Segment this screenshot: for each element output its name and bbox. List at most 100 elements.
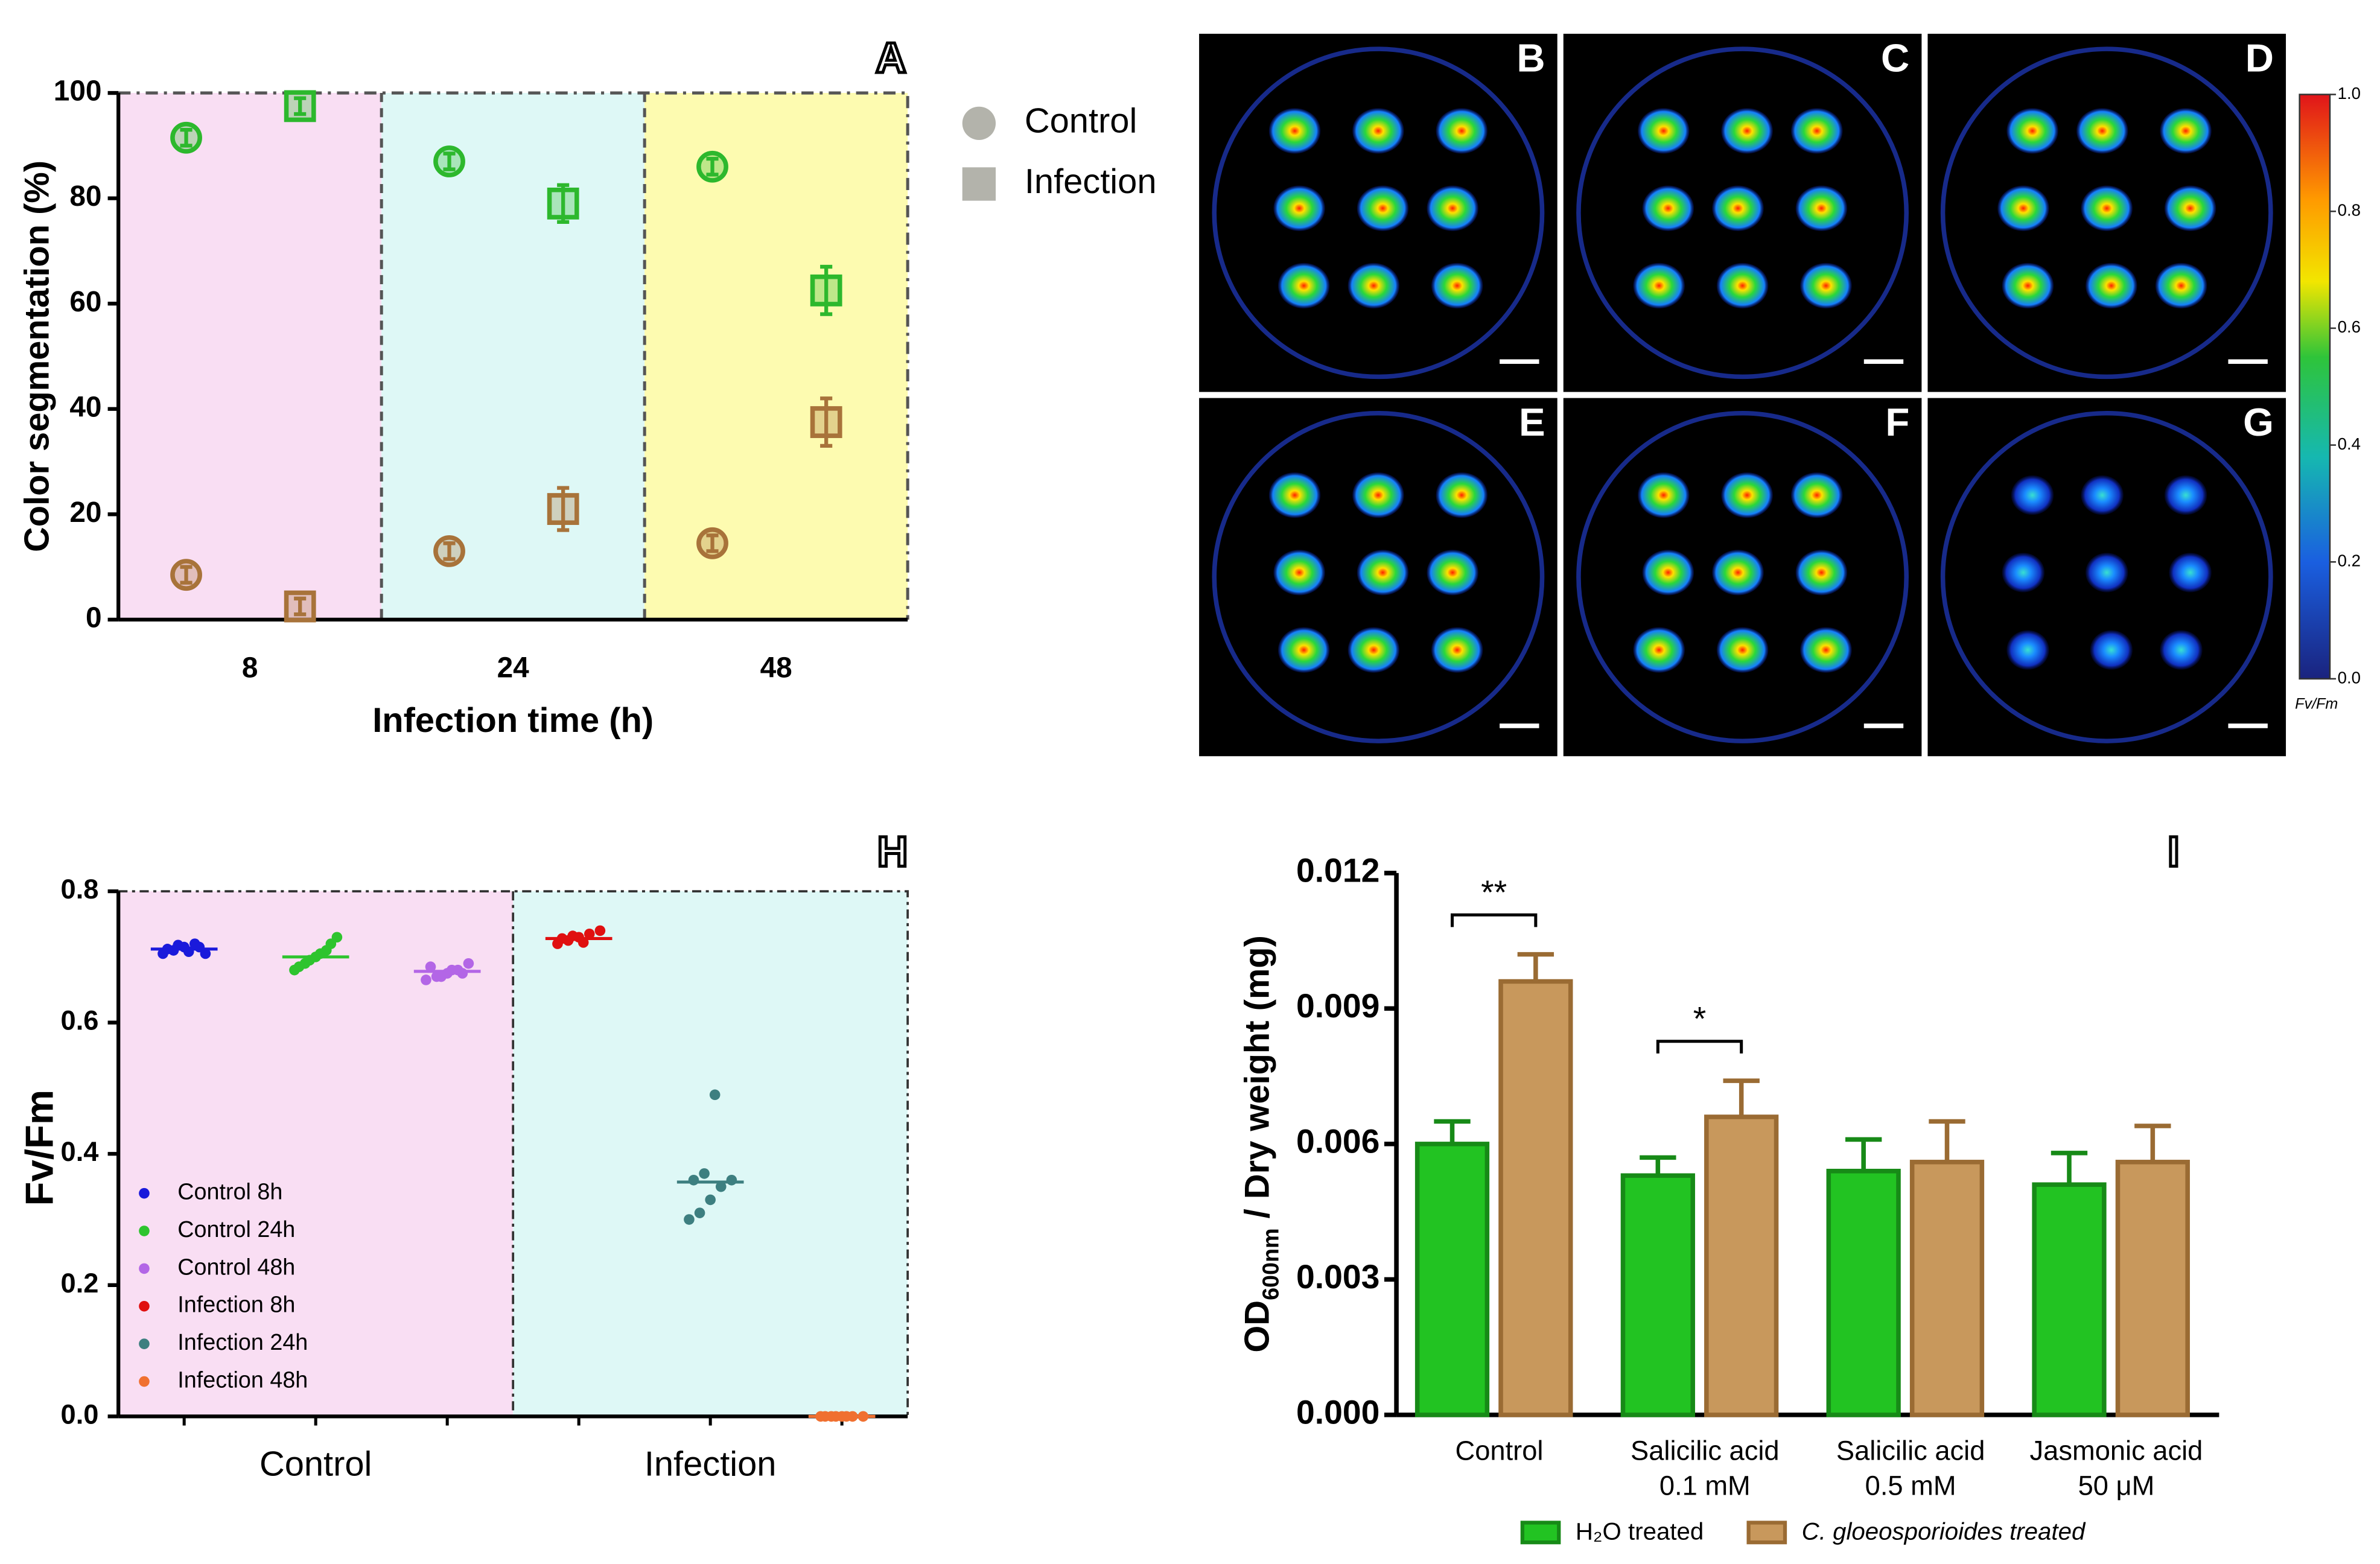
error-bar [557, 183, 570, 224]
error-bar [706, 157, 719, 177]
leaf-disc [1721, 472, 1773, 518]
leaf-disc [2164, 475, 2207, 515]
error-bar [820, 264, 833, 316]
y-tick-label: 0.000 [1296, 1393, 1379, 1431]
x-tick-label: 50 μM [2078, 1470, 2155, 1501]
y-tick-label: 0 [86, 602, 102, 634]
leaf-disc [2081, 185, 2133, 231]
leaf-disc [1436, 108, 1488, 154]
leaf-disc [2160, 108, 2212, 154]
leaf-disc [2090, 630, 2133, 670]
point [325, 938, 337, 949]
y-tick-label: 0.012 [1296, 852, 1379, 889]
legend-marker [139, 1263, 150, 1274]
y-tick-label: 0.4 [61, 1136, 99, 1167]
panel-letter: E [1519, 400, 1545, 444]
bar [1704, 1114, 1779, 1417]
point [463, 958, 474, 969]
bar [1909, 1160, 1985, 1417]
x-tick-label: Infection [644, 1445, 777, 1484]
point [594, 925, 606, 936]
error-bar [294, 596, 307, 617]
legend-marker [139, 1187, 150, 1199]
y-tick-label: 0.8 [61, 874, 99, 904]
error-bar [2051, 1151, 2088, 1185]
leaf-disc [1712, 550, 1764, 596]
x-tick-label: Salicilic acid [1836, 1435, 1985, 1466]
y-tick-label: 0.006 [1296, 1123, 1379, 1160]
legend-label: C. gloeosporioides treated [1802, 1518, 2086, 1545]
leaf-disc [1278, 262, 1330, 309]
point [699, 1168, 710, 1179]
leaf-disc [1431, 262, 1483, 309]
panel-letter: F [1885, 400, 1909, 444]
y-tick-label: 80 [69, 180, 101, 212]
significance-bracket [1451, 913, 1538, 927]
legend-label: Control [1025, 102, 1137, 141]
colorbar-tick-label: 0.0 [2338, 668, 2361, 687]
bar [1498, 979, 1573, 1417]
leaf-disc [1716, 627, 1769, 673]
panel-letter: A [876, 34, 906, 81]
y-axis-label: Color segmentation (%) [18, 161, 57, 552]
y-axis-label: Fv/Fm [18, 1090, 62, 1206]
leaf-disc [1716, 262, 1769, 309]
bar [2032, 1182, 2107, 1417]
leaf-disc [2076, 108, 2128, 154]
y-tick-label: 0.6 [61, 1005, 99, 1036]
colorbar-tick-label: 0.2 [2338, 552, 2361, 570]
x-tick-label: 0.1 mM [1659, 1470, 1751, 1501]
legend-label: Infection 48h [177, 1367, 308, 1393]
leaf-disc [1795, 185, 1848, 231]
point [425, 961, 436, 973]
leaf-disc [1642, 185, 1694, 231]
colorbar-tick-label: 0.8 [2338, 201, 2361, 220]
legend-label: Infection 8h [177, 1292, 295, 1317]
band [118, 93, 382, 620]
legend-label: Control 48h [177, 1254, 295, 1279]
error-bar [1723, 1078, 1760, 1117]
leaf-disc [1795, 550, 1848, 596]
leaf-disc [1800, 627, 1852, 673]
leaf-disc [1638, 472, 1690, 518]
leaf-disc [1436, 472, 1488, 518]
error-bar [180, 128, 192, 148]
point [436, 971, 447, 982]
leaf-disc [2086, 553, 2128, 593]
colorbar-tick-label: 0.4 [2338, 434, 2361, 453]
leaf-disc [1721, 108, 1773, 154]
legend-marker [962, 106, 996, 141]
leaf-disc [2086, 262, 2137, 309]
error-bar [1929, 1119, 1965, 1162]
point [688, 1174, 699, 1186]
point [293, 961, 305, 973]
y-axis-label-part: / Dry weight (mg) [1238, 935, 1277, 1228]
legend-marker [139, 1225, 150, 1236]
leaf-disc [1427, 550, 1478, 596]
error-bar [1434, 1119, 1471, 1144]
band [381, 93, 645, 620]
bar [1620, 1173, 1695, 1417]
leaf-disc [1268, 472, 1321, 518]
significance-label: ** [1481, 874, 1507, 911]
band [118, 891, 514, 1417]
leaf-disc [1642, 550, 1694, 596]
significance-label: * [1693, 1000, 1707, 1038]
y-tick-label: 0.2 [61, 1268, 99, 1299]
leaf-disc [1348, 262, 1400, 309]
x-tick-label: Salicilic acid [1631, 1435, 1780, 1466]
leaf-disc [1633, 627, 1685, 673]
x-tick-label: Control [259, 1445, 372, 1484]
legend-label: Infection 24h [177, 1329, 308, 1355]
colorbar-tick-label: 1.0 [2338, 84, 2361, 103]
error-bar [1640, 1155, 1676, 1176]
leaf-disc [2164, 185, 2216, 231]
point [457, 968, 468, 979]
legend-swatch [1746, 1521, 1787, 1545]
y-tick-label: 0.003 [1296, 1258, 1379, 1295]
bar [2115, 1160, 2190, 1417]
point [709, 1089, 721, 1101]
legend-marker [962, 167, 996, 201]
leaf-disc [1431, 627, 1483, 673]
